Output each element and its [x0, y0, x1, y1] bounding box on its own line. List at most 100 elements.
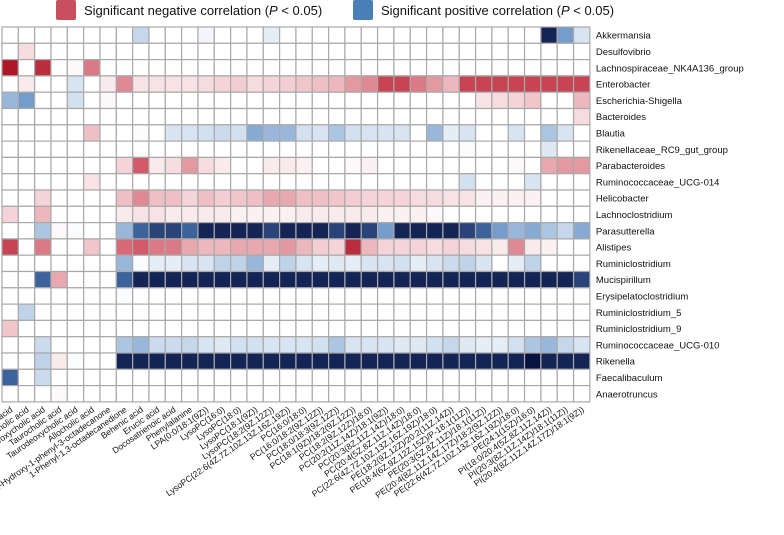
heatmap-cell	[115, 75, 134, 93]
heatmap-cell	[556, 336, 575, 354]
heatmap-cell	[230, 205, 248, 224]
heatmap-cell	[1, 336, 19, 354]
heatmap-cell	[213, 238, 232, 256]
heatmap-cell	[474, 189, 493, 207]
heatmap-cell	[66, 319, 85, 338]
heatmap-cell	[295, 368, 313, 387]
heatmap-cell	[376, 270, 395, 289]
heatmap-cell	[132, 303, 150, 322]
heatmap-cell	[311, 385, 330, 403]
heatmap-cell	[523, 156, 542, 175]
heatmap-cell	[572, 26, 591, 44]
heatmap-cell	[556, 287, 575, 305]
heatmap-cell	[246, 254, 264, 273]
heatmap-cell	[409, 189, 428, 207]
heatmap-cell	[409, 156, 428, 175]
heatmap-cell	[17, 107, 36, 126]
heatmap-cell	[83, 254, 101, 273]
heatmap-cell	[99, 173, 117, 191]
heatmap-cell	[376, 124, 395, 142]
heatmap-cell	[556, 107, 575, 126]
heatmap-cell	[458, 336, 477, 354]
heatmap-cell	[230, 303, 248, 322]
heatmap-cell	[230, 336, 248, 354]
heatmap-cell	[474, 140, 493, 159]
heatmap-cell	[376, 254, 395, 273]
heatmap-cell	[328, 156, 346, 175]
heatmap-cell	[540, 156, 558, 175]
heatmap-cell	[66, 58, 85, 77]
heatmap-cell	[164, 270, 183, 289]
heatmap-cell	[115, 26, 134, 44]
heatmap-cell	[572, 75, 591, 93]
heatmap-cell	[132, 270, 150, 289]
heatmap-cell	[540, 368, 558, 387]
heatmap-cell	[17, 319, 36, 338]
heatmap-cell	[344, 336, 362, 354]
row-label: Ruminiclostridium_5	[596, 308, 682, 319]
heatmap-cell	[213, 368, 232, 387]
heatmap-cell	[115, 270, 134, 289]
heatmap-cell	[115, 58, 134, 77]
heatmap-cell	[295, 58, 313, 77]
heatmap-cell	[246, 156, 264, 175]
heatmap-cell	[148, 336, 166, 354]
heatmap-cell	[262, 156, 281, 175]
heatmap-cell	[246, 173, 264, 191]
heatmap-cell	[148, 319, 166, 338]
heatmap-cell	[230, 173, 248, 191]
heatmap-cell	[344, 173, 362, 191]
heatmap-cell	[540, 385, 558, 403]
heatmap-cell	[115, 352, 134, 370]
heatmap-cell	[328, 107, 346, 126]
heatmap-cell	[213, 42, 232, 61]
heatmap-cell	[34, 107, 52, 126]
heatmap-cell	[148, 107, 166, 126]
heatmap-cell	[393, 156, 411, 175]
heatmap-cell	[83, 385, 101, 403]
heatmap-cell	[246, 270, 264, 289]
heatmap-cell	[442, 107, 460, 126]
heatmap-cell	[66, 368, 85, 387]
heatmap-cell	[425, 238, 444, 256]
heatmap-cell	[197, 26, 215, 44]
heatmap-cell	[376, 107, 395, 126]
heatmap-cell	[425, 26, 444, 44]
heatmap-cell	[279, 336, 297, 354]
heatmap-cell	[376, 91, 395, 110]
heatmap-cell	[360, 270, 379, 289]
row-label: Ruminiclostridium	[596, 259, 671, 270]
heatmap-cell	[115, 385, 134, 403]
heatmap-cell	[491, 205, 509, 224]
heatmap-cell	[311, 319, 330, 338]
heatmap-cell	[181, 352, 199, 370]
heatmap-cell	[393, 303, 411, 322]
heatmap-cell	[164, 368, 183, 387]
heatmap-cell	[115, 319, 134, 338]
heatmap-cell	[540, 336, 558, 354]
heatmap-cell	[360, 287, 379, 305]
heatmap-cell	[409, 205, 428, 224]
heatmap-cell	[164, 156, 183, 175]
heatmap-cell	[360, 336, 379, 354]
heatmap-cell	[17, 156, 36, 175]
heatmap-cell	[540, 75, 558, 93]
heatmap-cell	[328, 336, 346, 354]
heatmap-cell	[491, 319, 509, 338]
heatmap-cell	[262, 336, 281, 354]
heatmap-cell	[262, 287, 281, 305]
heatmap-cell	[34, 238, 52, 256]
heatmap-cell	[556, 270, 575, 289]
heatmap-cell	[115, 287, 134, 305]
heatmap-cell	[311, 336, 330, 354]
heatmap-cell	[99, 26, 117, 44]
heatmap-cell	[523, 336, 542, 354]
heatmap-cell	[409, 238, 428, 256]
heatmap-cell	[99, 319, 117, 338]
heatmap-cell	[17, 42, 36, 61]
heatmap-cell	[376, 385, 395, 403]
heatmap-cell	[393, 75, 411, 93]
heatmap-cell	[458, 75, 477, 93]
heatmap-cell	[523, 222, 542, 240]
heatmap-cell	[148, 352, 166, 370]
